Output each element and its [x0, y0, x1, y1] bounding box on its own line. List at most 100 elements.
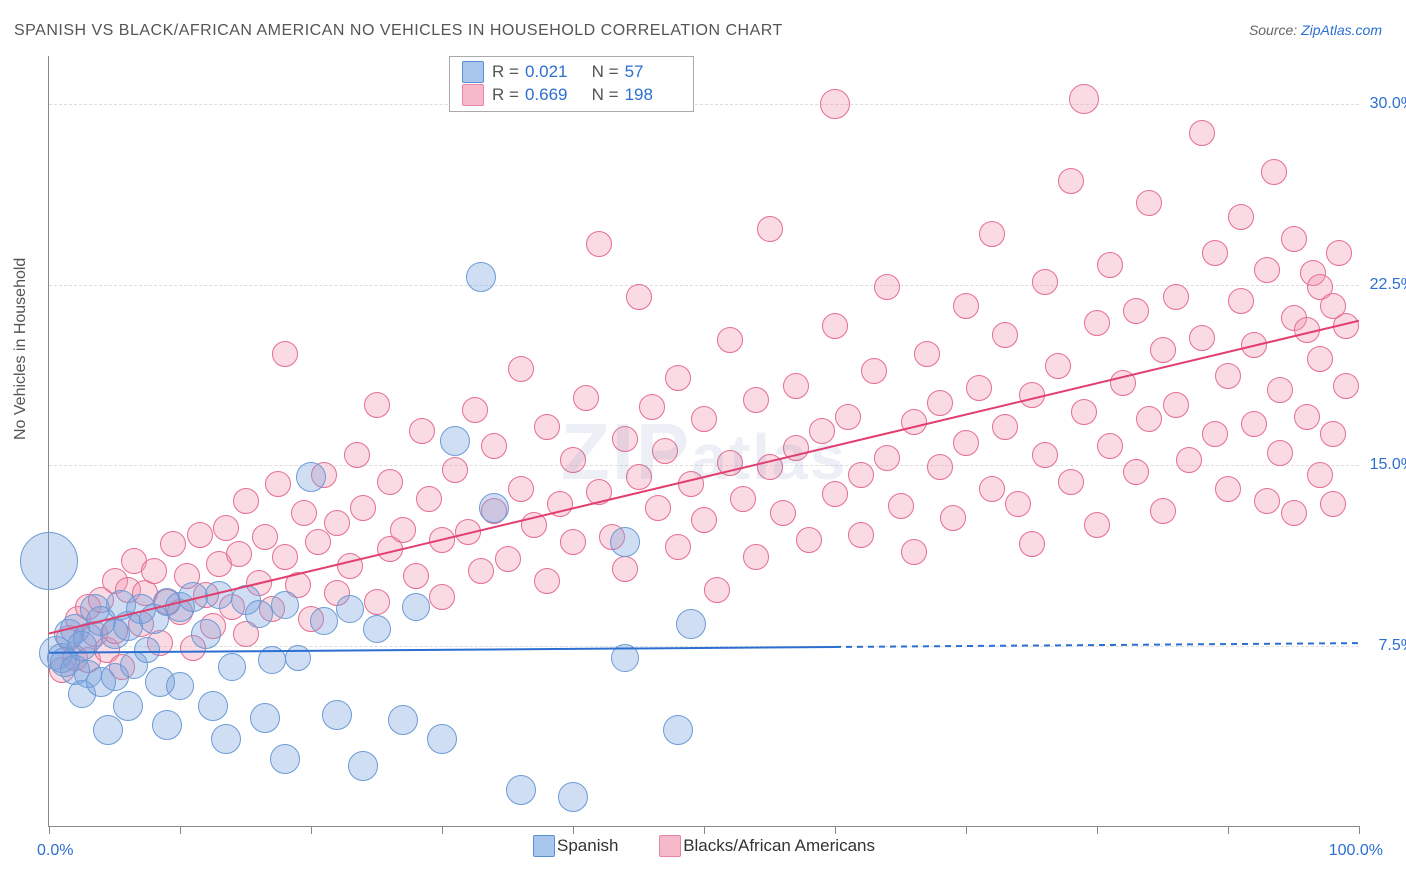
n-value: 57: [625, 61, 681, 84]
scatter-point: [198, 691, 228, 721]
scatter-point: [291, 500, 317, 526]
y-tick-label: 15.0%: [1370, 456, 1406, 474]
scatter-point: [558, 782, 588, 812]
scatter-point: [296, 462, 326, 492]
scatter-point: [979, 221, 1005, 247]
scatter-point: [730, 486, 756, 512]
scatter-point: [272, 341, 298, 367]
scatter-point: [305, 529, 331, 555]
swatch-icon: [462, 61, 484, 83]
x-tick: [311, 826, 312, 834]
gridline: [49, 285, 1359, 286]
source-link[interactable]: ZipAtlas.com: [1301, 22, 1382, 38]
scatter-point: [211, 724, 241, 754]
scatter-point: [1294, 317, 1320, 343]
scatter-point: [1123, 298, 1149, 324]
scatter-point: [783, 373, 809, 399]
scatter-point: [1254, 257, 1280, 283]
scatter-point: [534, 414, 560, 440]
scatter-point: [245, 600, 273, 628]
scatter-point: [1326, 240, 1352, 266]
scatter-point: [1307, 346, 1333, 372]
scatter-point: [612, 556, 638, 582]
scatter-point: [1307, 462, 1333, 488]
scatter-point: [796, 527, 822, 553]
scatter-point: [1320, 421, 1346, 447]
scatter-point: [364, 589, 390, 615]
scatter-point: [1294, 404, 1320, 430]
scatter-point: [390, 517, 416, 543]
r-label: R =: [492, 84, 519, 107]
scatter-point: [481, 433, 507, 459]
scatter-point: [1110, 370, 1136, 396]
scatter-point: [676, 609, 706, 639]
source-attr: Source: ZipAtlas.com: [1249, 22, 1382, 38]
scatter-point: [1281, 226, 1307, 252]
scatter-point: [626, 284, 652, 310]
scatter-point: [1136, 190, 1162, 216]
scatter-point: [324, 510, 350, 536]
scatter-point: [1228, 288, 1254, 314]
scatter-point: [586, 479, 612, 505]
scatter-point: [1045, 353, 1071, 379]
scatter-point: [388, 705, 418, 735]
scatter-point: [336, 595, 364, 623]
scatter-point: [663, 715, 693, 745]
x-tick: [1228, 826, 1229, 834]
scatter-point: [1241, 411, 1267, 437]
scatter-point: [1136, 406, 1162, 432]
y-tick-label: 22.5%: [1370, 276, 1406, 294]
scatter-point: [265, 471, 291, 497]
scatter-point: [508, 476, 534, 502]
scatter-point: [992, 414, 1018, 440]
scatter-point: [250, 703, 280, 733]
scatter-point: [1202, 421, 1228, 447]
scatter-point: [743, 387, 769, 413]
n-value: 198: [625, 84, 681, 107]
scatter-point: [409, 418, 435, 444]
scatter-point: [717, 327, 743, 353]
scatter-point: [770, 500, 796, 526]
scatter-point: [429, 584, 455, 610]
scatter-point: [1071, 399, 1097, 425]
scatter-point: [783, 435, 809, 461]
scatter-point: [992, 322, 1018, 348]
r-label: R =: [492, 61, 519, 84]
r-value: 0.021: [525, 61, 581, 84]
scatter-point: [1215, 476, 1241, 502]
scatter-point: [1261, 159, 1287, 185]
scatter-point: [495, 546, 521, 572]
gridline: [49, 465, 1359, 466]
x-tick: [704, 826, 705, 834]
x-tick: [835, 826, 836, 834]
x-axis-max-label: 100.0%: [1329, 842, 1383, 860]
scatter-point: [285, 645, 311, 671]
scatter-point: [560, 529, 586, 555]
scatter-point: [901, 539, 927, 565]
scatter-point: [1202, 240, 1228, 266]
scatter-point: [757, 216, 783, 242]
scatter-point: [901, 409, 927, 435]
scatter-point: [344, 442, 370, 468]
scatter-point: [187, 522, 213, 548]
scatter-point: [652, 438, 678, 464]
scatter-point: [691, 406, 717, 432]
scatter-point: [506, 775, 536, 805]
scatter-point: [665, 534, 691, 560]
scatter-point: [479, 493, 509, 523]
scatter-point: [440, 426, 470, 456]
scatter-point: [573, 385, 599, 411]
y-tick-label: 7.5%: [1379, 637, 1406, 655]
scatter-point: [560, 447, 586, 473]
legend-item-black: Blacks/African Americans: [659, 835, 875, 857]
scatter-point: [809, 418, 835, 444]
scatter-point: [1215, 363, 1241, 389]
scatter-point: [1241, 332, 1267, 358]
scatter-point: [134, 637, 160, 663]
scatter-point: [337, 553, 363, 579]
x-tick: [1359, 826, 1360, 834]
scatter-point: [1058, 469, 1084, 495]
scatter-point: [914, 341, 940, 367]
scatter-point: [1228, 204, 1254, 230]
x-tick: [573, 826, 574, 834]
